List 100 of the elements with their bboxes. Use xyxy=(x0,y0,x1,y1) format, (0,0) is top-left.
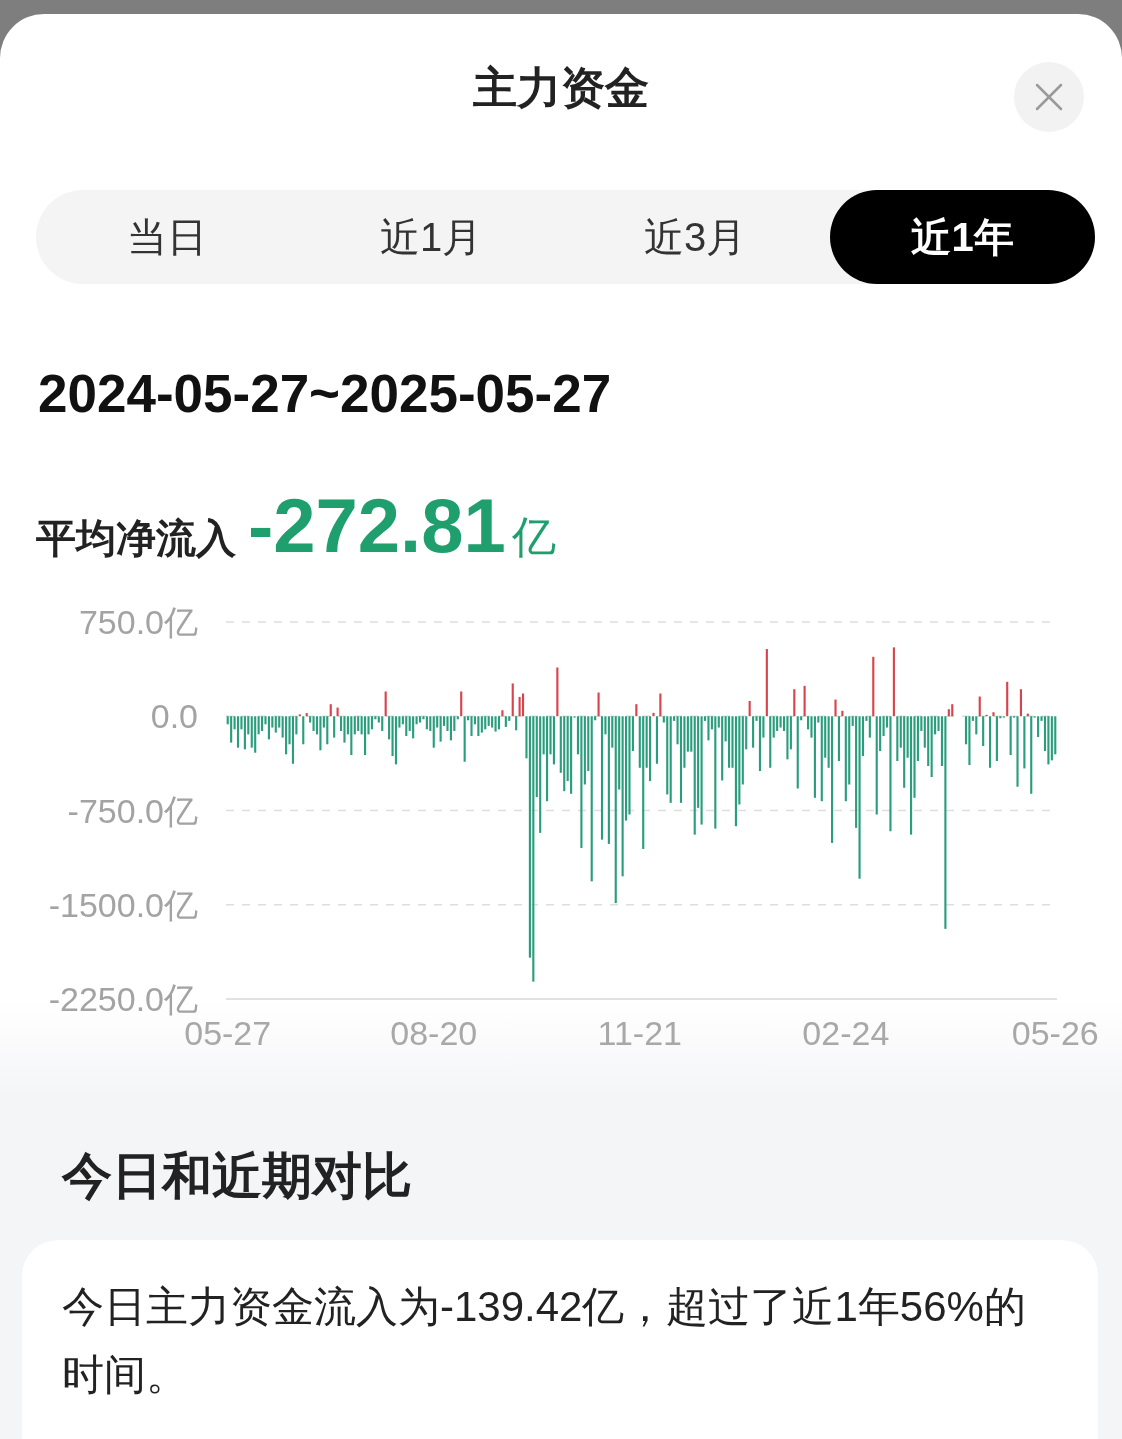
bar xyxy=(518,696,521,717)
bar xyxy=(470,716,473,736)
bar xyxy=(480,716,483,733)
bar xyxy=(412,716,415,739)
text: 近1月 xyxy=(378,214,484,261)
bar xyxy=(813,716,816,798)
bar xyxy=(786,716,789,760)
bar xyxy=(968,716,971,766)
bar xyxy=(621,716,624,877)
bar xyxy=(903,716,906,788)
bar xyxy=(752,716,755,748)
bar xyxy=(978,696,981,717)
bar xyxy=(758,716,762,772)
text: 亿 xyxy=(511,512,556,561)
bar xyxy=(302,716,305,745)
bar xyxy=(243,716,246,750)
bar xyxy=(686,716,689,752)
bar xyxy=(504,716,507,727)
bar xyxy=(769,716,772,768)
bar xyxy=(690,716,693,752)
bar xyxy=(350,716,353,756)
x-tick-label: 11-21 xyxy=(597,1014,682,1052)
y-tick-label: 0.0 xyxy=(150,697,198,736)
bar xyxy=(312,716,315,731)
bar xyxy=(803,685,806,717)
bar xyxy=(868,716,871,738)
bar xyxy=(460,691,463,717)
bar xyxy=(982,716,985,747)
bar xyxy=(772,716,775,738)
bar xyxy=(875,716,878,815)
bar xyxy=(1047,716,1050,765)
bar xyxy=(515,716,518,731)
text: -272.81 xyxy=(248,483,506,568)
bar xyxy=(652,712,655,717)
bar xyxy=(988,716,992,768)
x-tick-label: 02-24 xyxy=(802,1014,890,1052)
bar xyxy=(552,716,555,765)
bar xyxy=(353,716,356,735)
bar xyxy=(580,716,583,848)
bar xyxy=(511,683,514,717)
bar xyxy=(449,716,452,741)
bar xyxy=(892,647,895,717)
bar xyxy=(600,716,604,840)
bar xyxy=(944,716,947,929)
bar xyxy=(381,716,384,731)
bar xyxy=(326,716,329,745)
bar xyxy=(285,716,288,755)
bar xyxy=(930,716,933,778)
bar xyxy=(230,716,233,743)
bar xyxy=(329,704,332,717)
bar xyxy=(291,716,295,764)
bar xyxy=(837,716,841,761)
bar xyxy=(896,716,899,761)
bar xyxy=(267,716,270,740)
bar xyxy=(319,716,322,751)
bar xyxy=(707,716,710,741)
bar xyxy=(343,716,346,743)
bar xyxy=(274,716,277,733)
bar xyxy=(1050,716,1053,761)
bar xyxy=(357,716,360,731)
bar xyxy=(1009,716,1012,756)
bar xyxy=(405,716,408,736)
bar xyxy=(556,667,559,717)
bar xyxy=(844,716,847,802)
text: 平均净流入 xyxy=(36,516,236,560)
bar xyxy=(597,692,600,717)
bar xyxy=(693,716,696,835)
y-tick-label: 750.0亿 xyxy=(78,603,198,641)
bar xyxy=(370,716,374,730)
bar xyxy=(1006,681,1009,717)
x-tick-label: 05-26 xyxy=(1011,1014,1099,1052)
bar xyxy=(748,700,751,717)
bar xyxy=(831,716,834,843)
bar xyxy=(563,716,566,792)
bar xyxy=(700,716,703,825)
bar xyxy=(882,716,885,736)
bar xyxy=(501,710,504,717)
bar xyxy=(834,699,837,717)
bar xyxy=(927,716,930,767)
bar xyxy=(415,716,418,725)
bar xyxy=(669,716,672,803)
bar xyxy=(418,716,422,723)
bar xyxy=(260,716,264,731)
text: 近3月 xyxy=(642,214,748,261)
bar xyxy=(721,716,724,781)
bar xyxy=(456,716,459,720)
bar xyxy=(779,716,782,728)
x-tick-label: 08-20 xyxy=(390,1014,478,1052)
bar xyxy=(439,716,442,742)
bar xyxy=(590,716,593,882)
bar xyxy=(257,716,260,735)
bar xyxy=(796,716,799,789)
chart-subtitle: 2024-05-27~2025-05-27 xyxy=(38,364,612,423)
bar xyxy=(1023,716,1026,769)
bar xyxy=(521,693,525,717)
bar xyxy=(1016,716,1019,787)
bar xyxy=(236,716,240,748)
bar xyxy=(635,704,638,717)
bar xyxy=(583,716,586,785)
bar xyxy=(666,716,669,795)
